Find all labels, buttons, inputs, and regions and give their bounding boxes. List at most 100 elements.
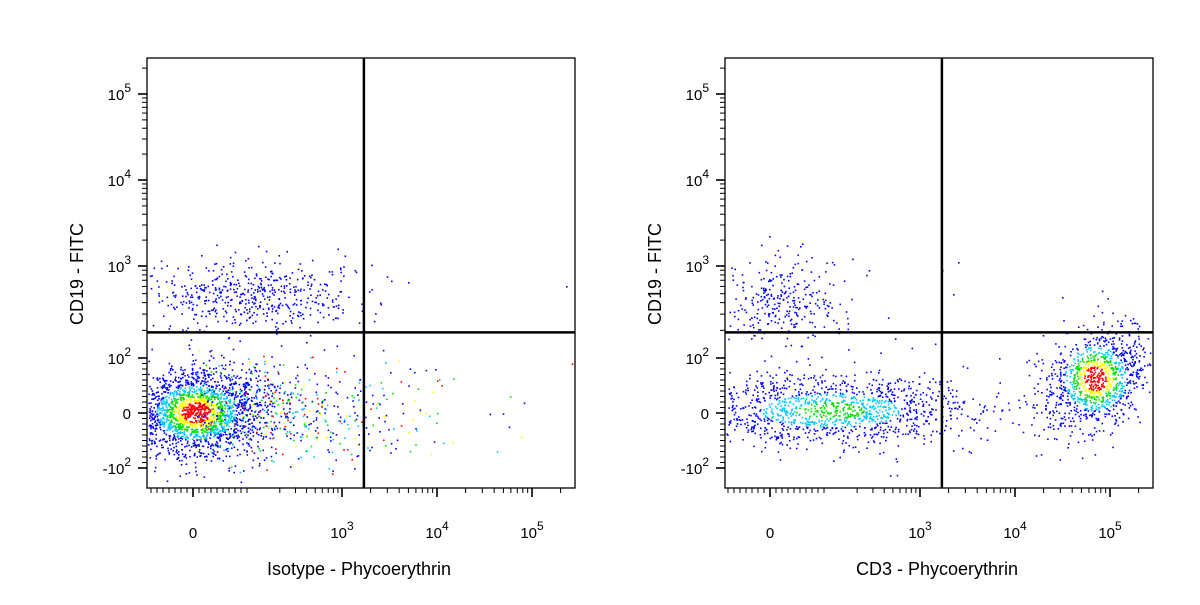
data-point <box>197 373 199 375</box>
data-point <box>168 372 170 374</box>
data-point <box>195 372 197 374</box>
data-point <box>182 304 184 306</box>
data-point <box>227 305 229 307</box>
data-point <box>338 413 340 415</box>
data-point <box>823 301 825 303</box>
data-point <box>168 409 170 411</box>
data-point <box>206 459 208 461</box>
data-point <box>883 436 885 438</box>
data-point <box>216 419 218 421</box>
data-point <box>193 417 195 419</box>
data-point <box>926 401 928 403</box>
data-point <box>196 292 198 294</box>
data-point <box>808 421 810 423</box>
data-point <box>241 433 243 435</box>
y-tick-label: 0 <box>123 406 131 423</box>
data-point <box>178 389 180 391</box>
data-point <box>189 415 191 417</box>
data-point <box>967 367 969 369</box>
data-point <box>967 416 969 418</box>
data-point <box>375 313 377 315</box>
data-point <box>961 409 963 411</box>
data-point <box>243 384 245 386</box>
data-point <box>307 450 309 452</box>
data-point <box>793 306 795 308</box>
data-point <box>897 411 899 413</box>
data-point <box>332 473 334 475</box>
data-point <box>264 372 266 374</box>
data-point <box>258 434 260 436</box>
data-point <box>216 415 218 417</box>
data-point <box>744 423 746 425</box>
data-point <box>174 429 176 431</box>
data-point <box>204 369 206 371</box>
data-point <box>270 421 272 423</box>
data-point <box>298 269 300 271</box>
data-point <box>751 399 753 401</box>
data-point <box>197 456 199 458</box>
data-point <box>188 417 190 419</box>
data-point <box>223 460 225 462</box>
data-point <box>154 416 156 418</box>
data-point <box>251 306 253 308</box>
data-point <box>166 402 168 404</box>
data-point <box>279 364 281 366</box>
data-point <box>206 296 208 298</box>
data-point <box>325 375 327 377</box>
data-point <box>1097 342 1099 344</box>
data-point <box>866 372 868 374</box>
data-point <box>813 413 815 415</box>
data-point <box>161 444 163 446</box>
data-point <box>877 401 879 403</box>
data-point <box>208 391 210 393</box>
data-point <box>365 386 367 388</box>
data-point <box>279 398 281 400</box>
data-point <box>758 294 760 296</box>
data-point <box>817 305 819 307</box>
data-point <box>226 396 228 398</box>
data-point <box>437 413 439 415</box>
data-point <box>193 360 195 362</box>
data-point <box>190 288 192 290</box>
data-point <box>850 404 852 406</box>
data-point <box>897 475 899 477</box>
data-point <box>834 421 836 423</box>
data-point <box>243 386 245 388</box>
data-point <box>162 397 164 399</box>
data-point <box>1137 328 1139 330</box>
data-point <box>1086 367 1088 369</box>
data-point <box>291 322 293 324</box>
data-point <box>824 326 826 328</box>
data-point <box>779 319 781 321</box>
data-point <box>263 308 265 310</box>
data-point <box>952 389 954 391</box>
data-point <box>250 438 252 440</box>
data-point <box>876 391 878 393</box>
data-point <box>850 409 852 411</box>
data-point <box>755 415 757 417</box>
data-point <box>1122 320 1124 322</box>
data-point <box>908 382 910 384</box>
data-point <box>248 419 250 421</box>
data-point <box>174 454 176 456</box>
data-point <box>847 436 849 438</box>
data-point <box>772 382 774 384</box>
data-point <box>838 328 840 330</box>
data-point <box>222 289 224 291</box>
data-point <box>293 313 295 315</box>
data-point <box>157 420 159 422</box>
data-point <box>235 309 237 311</box>
data-point <box>244 289 246 291</box>
data-point <box>260 301 262 303</box>
data-point <box>788 436 790 438</box>
data-point <box>761 296 763 298</box>
data-point <box>176 433 178 435</box>
data-point <box>788 433 790 435</box>
data-point <box>208 423 210 425</box>
data-point <box>300 290 302 292</box>
data-point <box>268 285 270 287</box>
data-point <box>268 279 270 281</box>
data-point <box>162 300 164 302</box>
data-point <box>1050 387 1052 389</box>
data-point <box>765 442 767 444</box>
